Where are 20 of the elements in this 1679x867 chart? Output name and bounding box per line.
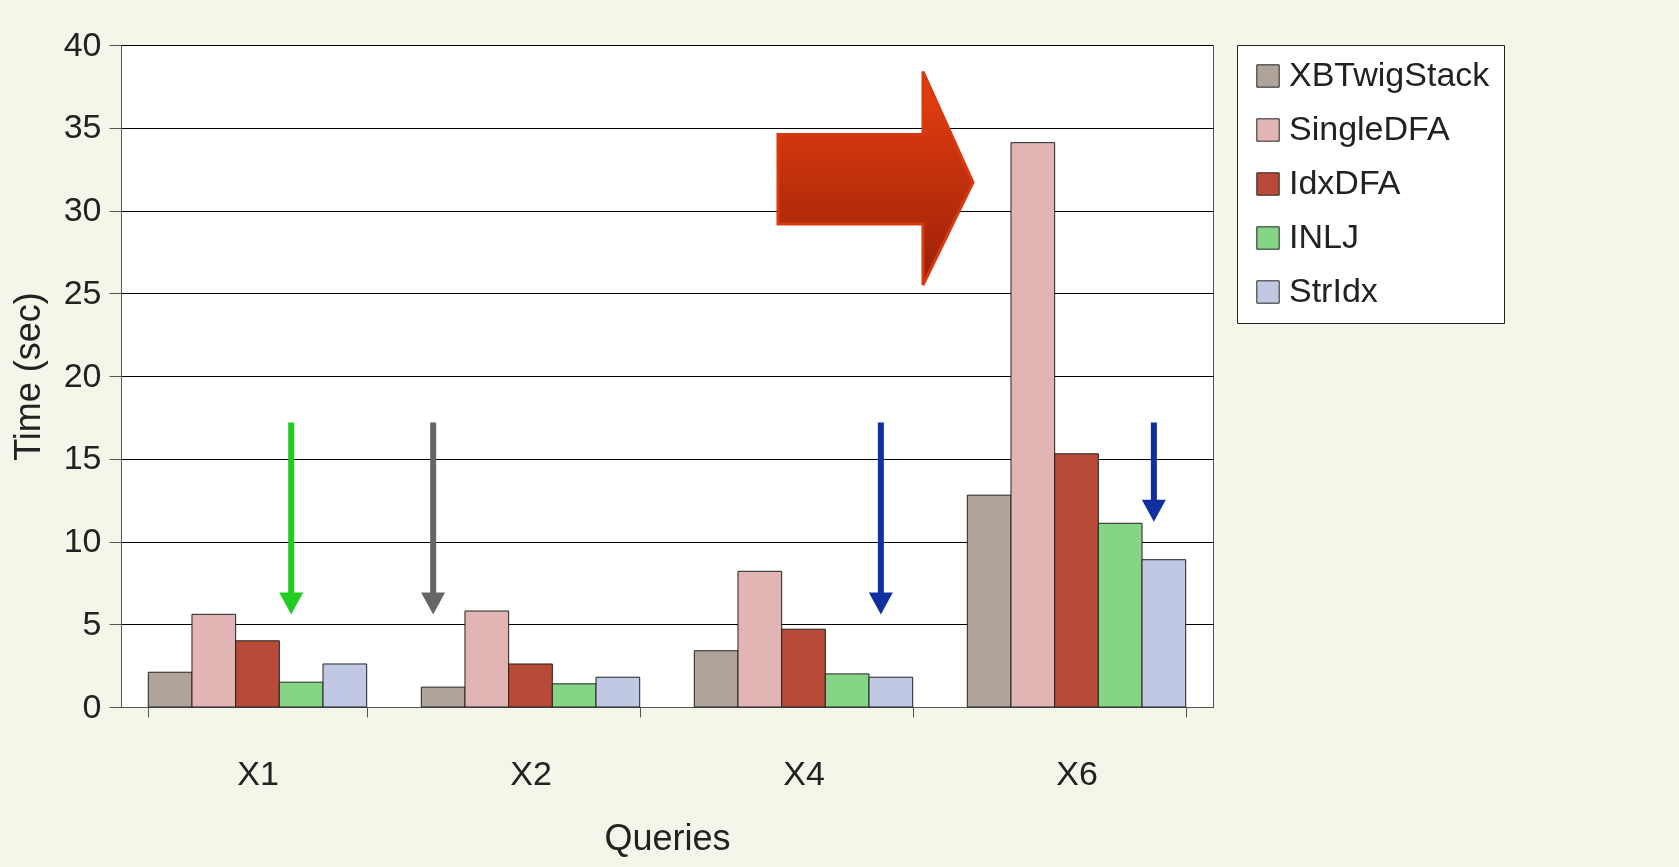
legend-label: StrIdx [1289, 271, 1378, 309]
x-tick-label: X2 [510, 753, 552, 792]
x-tick-label: X4 [783, 753, 825, 792]
x-tick-label: X1 [237, 753, 279, 792]
y-axis-title: Time (sec) [6, 292, 48, 461]
legend-label: IdxDFA [1289, 163, 1401, 201]
y-tick-label: 5 [82, 603, 102, 642]
legend-label: SingleDFA [1289, 109, 1450, 147]
y-tick-label: 15 [63, 438, 102, 477]
y-tick-label: 25 [63, 272, 102, 311]
legend-label: XBTwigStack [1289, 55, 1491, 93]
x-axis-title: Queries [604, 816, 731, 858]
y-tick-label: 35 [63, 107, 102, 146]
y-tick-label: 0 [82, 686, 102, 725]
y-tick-label: 40 [63, 24, 102, 63]
y-tick-label: 30 [63, 190, 102, 228]
y-tick-label: 20 [63, 355, 102, 394]
legend-label: INLJ [1289, 217, 1359, 255]
y-tick-label: 10 [63, 521, 102, 559]
x-tick-label: X6 [1056, 753, 1098, 792]
